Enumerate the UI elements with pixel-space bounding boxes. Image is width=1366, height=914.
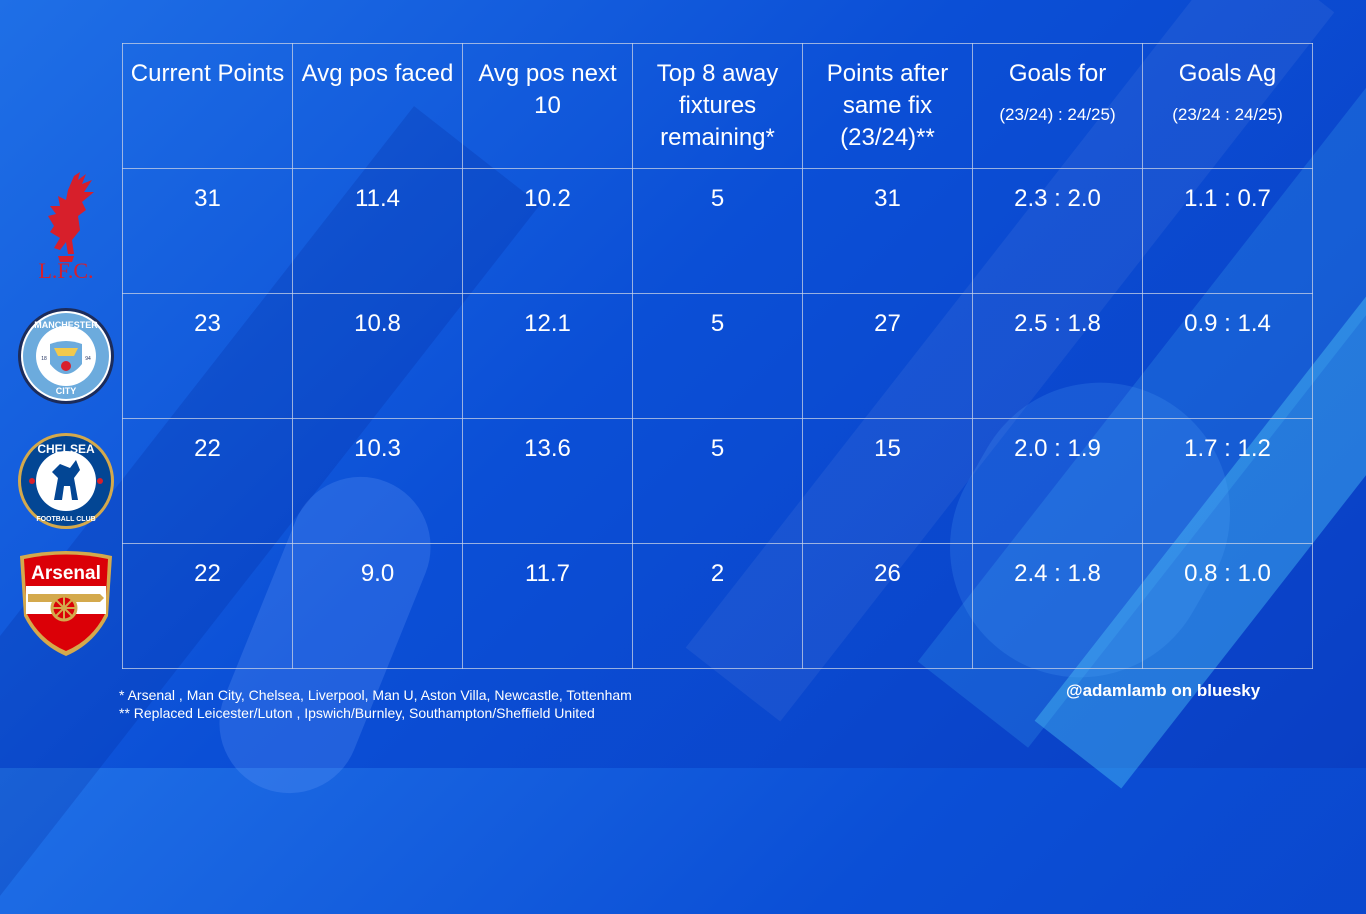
header-goals-for-label: Goals for [1008,60,1107,87]
header-goals-ag-sub: (23/24 : 24/25) [1172,105,1283,124]
man-city-logo-year-right: 94 [85,356,91,362]
table-row: 31 11.4 10.2 5 31 2.3 : 2.0 1.1 : 0.7 [122,168,1313,294]
table-cell: 22 [122,543,293,669]
table-cell: 11.4 [292,168,463,294]
table-cell: 2.0 : 1.9 [972,418,1143,544]
table-cell: 26 [802,543,973,669]
table-cell: 10.8 [292,293,463,419]
table-cell: 22 [122,418,293,544]
stats-table: Current Points Avg pos faced Avg pos nex… [122,43,1313,669]
table-cell: 1.7 : 1.2 [1142,418,1313,544]
man-city-crest-icon: MANCHESTER CITY 18 94 [14,302,118,410]
table-cell: 10.2 [462,168,633,294]
table-cell: 0.9 : 1.4 [1142,293,1313,419]
table-cell: 5 [632,168,803,294]
arsenal-crest-icon: Arsenal [14,546,118,660]
header-goals-for-sub: (23/24) : 24/25) [999,105,1116,124]
table-cell: 1.1 : 0.7 [1142,168,1313,294]
header-goals-ag: Goals Ag (23/24 : 24/25) [1142,43,1313,169]
footnote-line-1: * Arsenal , Man City, Chelsea, Liverpool… [119,687,632,703]
table-cell: 27 [802,293,973,419]
header-goals-for: Goals for (23/24) : 24/25) [972,43,1143,169]
table-cell: 2.4 : 1.8 [972,543,1143,669]
man-city-logo-year-left: 18 [41,356,47,362]
table-cell: 5 [632,418,803,544]
footnote-line-2: ** Replaced Leicester/Luton , Ipswich/Bu… [119,705,595,721]
table-cell: 10.3 [292,418,463,544]
table-cell: 0.8 : 1.0 [1142,543,1313,669]
liverbird-icon: L.F.C. [14,170,118,283]
table-cell: 2.5 : 1.8 [972,293,1143,419]
table-cell: 2 [632,543,803,669]
table-cell: 9.0 [292,543,463,669]
chelsea-crest-icon: CHELSEA FOOTBALL CLUB [14,428,118,534]
man-city-logo-bottom-text: CITY [56,386,77,396]
header-row: Current Points Avg pos faced Avg pos nex… [122,43,1313,169]
header-points-after: Points after same fix (23/24)** [802,43,973,169]
chelsea-logo-bottom-text: FOOTBALL CLUB [36,516,95,523]
table-row: 23 10.8 12.1 5 27 2.5 : 1.8 0.9 : 1.4 [122,293,1313,419]
table-row: 22 10.3 13.6 5 15 2.0 : 1.9 1.7 : 1.2 [122,418,1313,544]
footnotes: * Arsenal , Man City, Chelsea, Liverpool… [119,686,632,722]
liverpool-logo-text: L.F.C. [38,258,93,282]
table-cell: 23 [122,293,293,419]
header-avg-pos-faced: Avg pos faced [292,43,463,169]
chelsea-logo-top-text: CHELSEA [37,442,95,456]
header-goals-ag-label: Goals Ag [1178,60,1277,87]
header-top8-away: Top 8 away fixtures remaining* [632,43,803,169]
table-cell: 31 [802,168,973,294]
table-cell: 31 [122,168,293,294]
table-row: 22 9.0 11.7 2 26 2.4 : 1.8 0.8 : 1.0 [122,543,1313,669]
table-cell: 11.7 [462,543,633,669]
table-cell: 12.1 [462,293,633,419]
table-cell: 13.6 [462,418,633,544]
header-current-points: Current Points [122,43,293,169]
man-city-logo-top-text: MANCHESTER [34,320,98,330]
table-cell: 2.3 : 2.0 [972,168,1143,294]
table-cell: 5 [632,293,803,419]
author-credit: @adamlamb on bluesky [1066,681,1261,700]
header-avg-pos-next10: Avg pos next 10 [462,43,633,169]
arsenal-logo-text: Arsenal [31,563,101,584]
table-cell: 15 [802,418,973,544]
